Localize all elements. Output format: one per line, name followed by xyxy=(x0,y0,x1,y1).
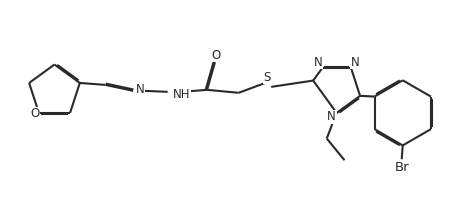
Text: NH: NH xyxy=(172,88,190,101)
Text: S: S xyxy=(264,70,271,83)
Text: O: O xyxy=(211,49,220,62)
Text: O: O xyxy=(30,107,40,120)
Text: N: N xyxy=(136,83,145,96)
Text: Br: Br xyxy=(394,161,409,174)
Text: N: N xyxy=(351,56,359,69)
Text: N: N xyxy=(314,56,323,69)
Text: N: N xyxy=(327,110,336,123)
